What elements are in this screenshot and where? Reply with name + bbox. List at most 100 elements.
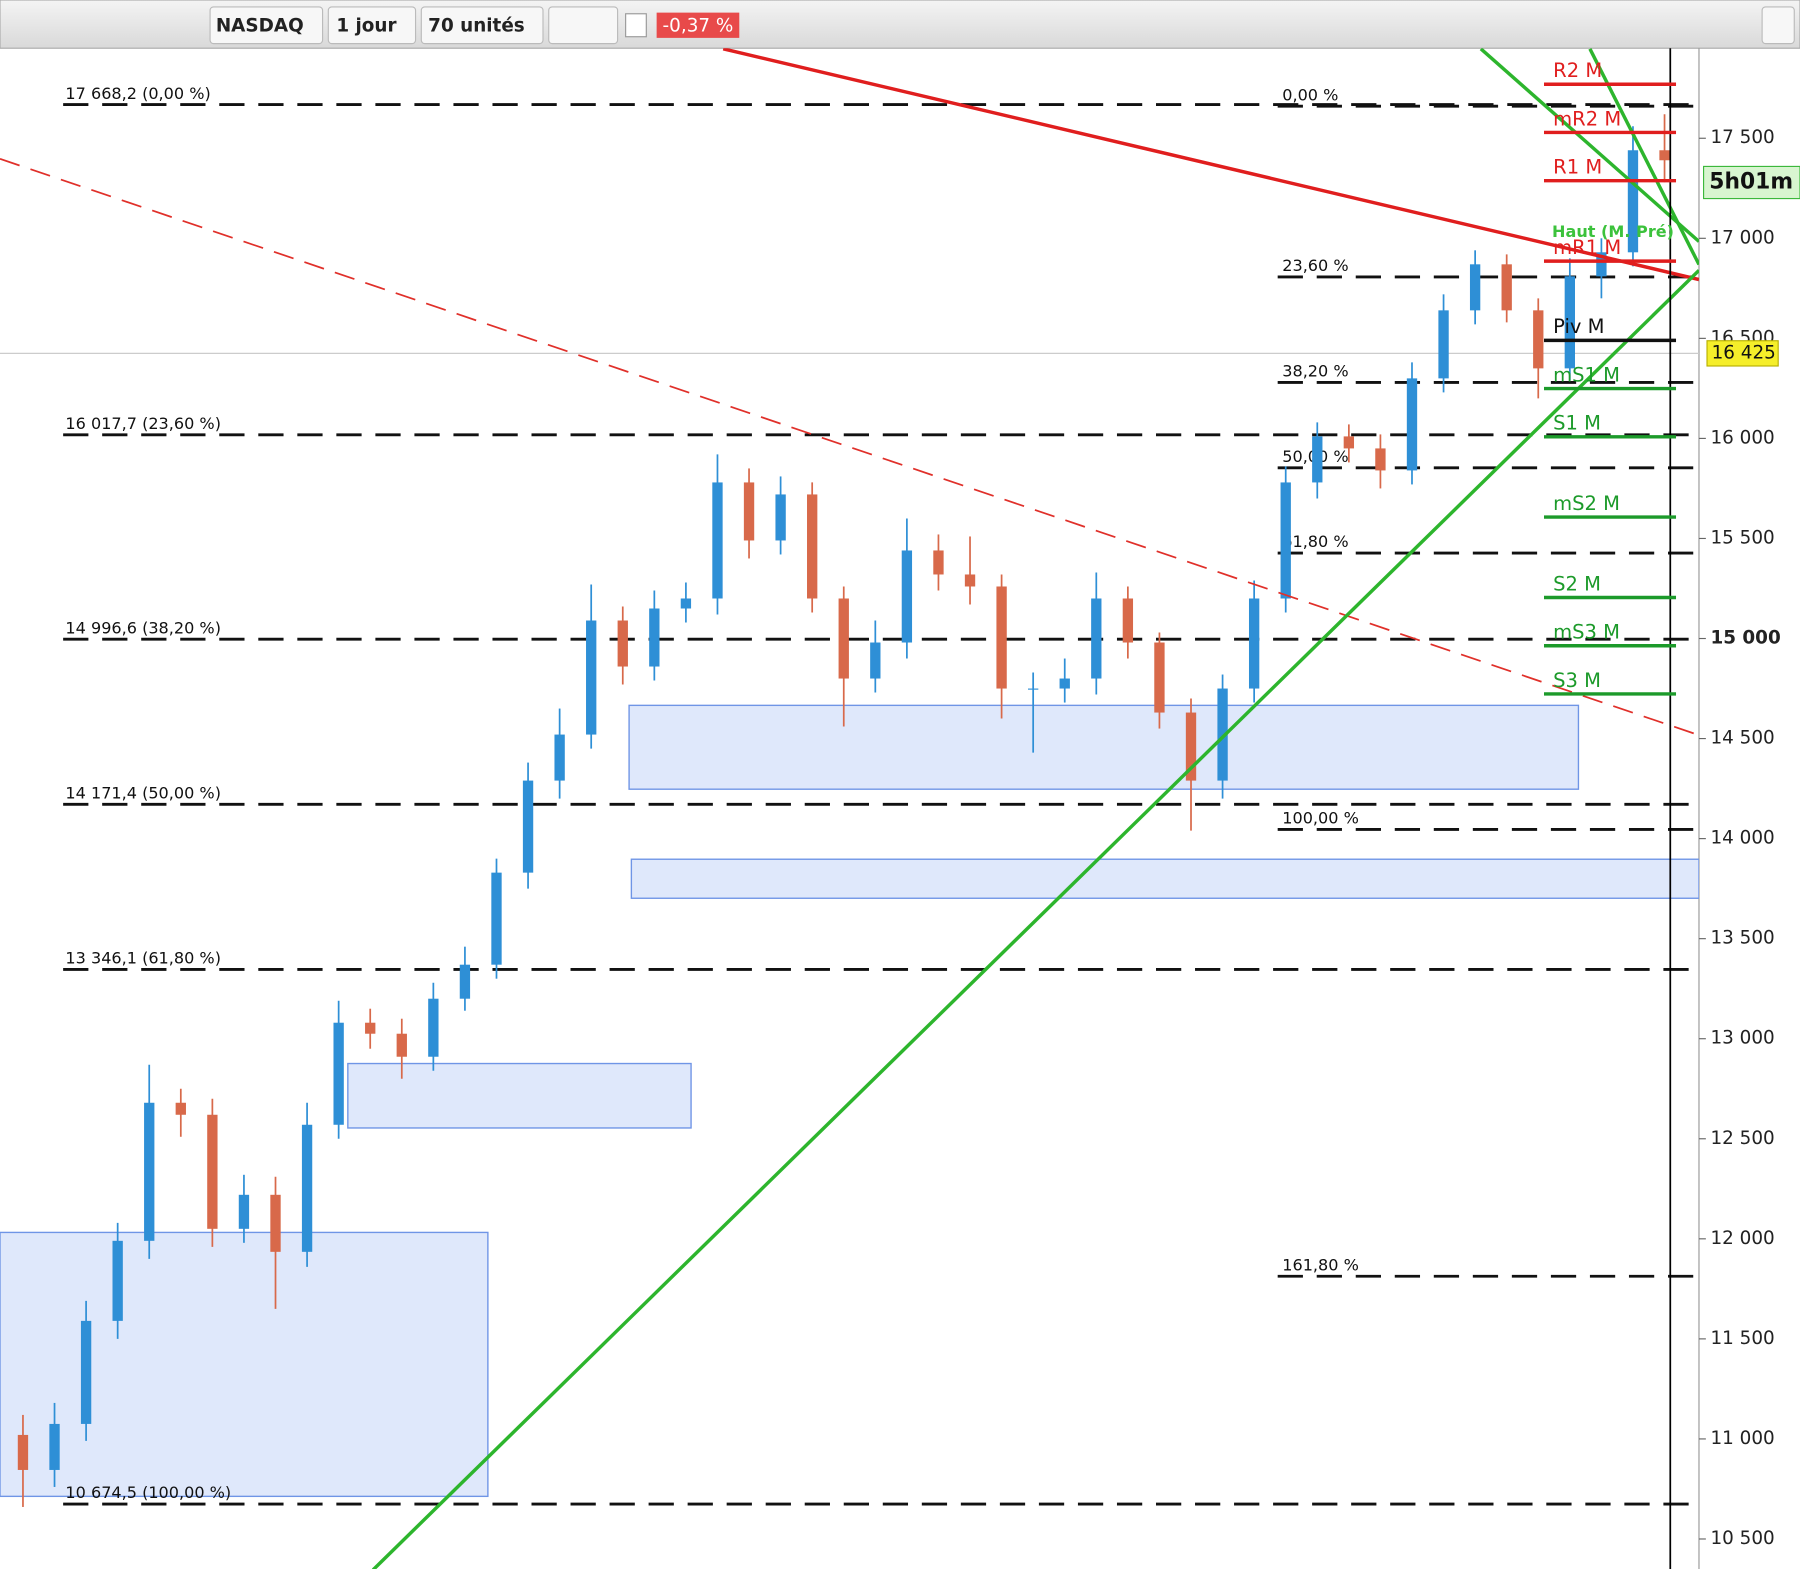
pivot-label: mS3 M bbox=[1553, 621, 1620, 644]
pivot-label: mR2 M bbox=[1553, 107, 1621, 130]
fib-label: 14 171,4 (50,00 %) bbox=[65, 783, 221, 802]
fib-label: 17 668,2 (0,00 %) bbox=[65, 84, 210, 103]
candle-body bbox=[1469, 264, 1481, 311]
candle-body bbox=[617, 620, 628, 667]
candle-body bbox=[964, 574, 976, 587]
pivot-label: S2 M bbox=[1553, 572, 1601, 595]
pivot-label: mR1 M bbox=[1553, 236, 1621, 259]
candle-body bbox=[491, 872, 502, 965]
zone bbox=[628, 704, 1580, 790]
y-tick-label: 14 500 bbox=[1710, 728, 1774, 749]
candle-body bbox=[743, 482, 755, 541]
candle-body bbox=[522, 780, 534, 873]
y-tick-label: 10 500 bbox=[1710, 1528, 1774, 1549]
fib-label: 0,00 % bbox=[1282, 85, 1338, 104]
candle-body bbox=[1406, 378, 1418, 471]
units-button[interactable] bbox=[420, 6, 544, 45]
candle-body bbox=[175, 1102, 186, 1115]
trendline bbox=[722, 48, 1699, 282]
fib-label: 38,20 % bbox=[1282, 362, 1348, 381]
candle-body bbox=[80, 1320, 92, 1424]
candle-body bbox=[586, 620, 597, 735]
pivot-label: mS2 M bbox=[1553, 492, 1620, 515]
last-price-box bbox=[1706, 340, 1779, 367]
candle-body bbox=[1185, 712, 1197, 781]
candle-body bbox=[365, 1022, 376, 1034]
refresh-button[interactable] bbox=[1761, 6, 1795, 45]
y-tick-label: 16 000 bbox=[1710, 427, 1774, 448]
candle-body bbox=[680, 598, 692, 609]
candle-body bbox=[1627, 150, 1639, 253]
candle-body bbox=[1596, 252, 1607, 277]
candle-body bbox=[112, 1240, 123, 1321]
candle-body bbox=[1217, 688, 1228, 781]
info-button[interactable] bbox=[625, 13, 647, 38]
y-tick-label: 17 500 bbox=[1710, 127, 1774, 148]
y-tick-label: 12 000 bbox=[1710, 1228, 1774, 1249]
candle-body bbox=[1438, 310, 1449, 379]
pivot-label: R1 M bbox=[1553, 156, 1602, 179]
pivot-label: R2 M bbox=[1553, 59, 1602, 82]
candle-body bbox=[933, 550, 944, 575]
candle-body bbox=[1659, 150, 1670, 161]
candle-body bbox=[1059, 678, 1070, 689]
candle-body bbox=[1154, 642, 1165, 713]
y-tick-label: 11 500 bbox=[1710, 1328, 1774, 1349]
indicator-button[interactable] bbox=[548, 6, 619, 45]
candle-body bbox=[1248, 598, 1260, 689]
candle-body bbox=[301, 1124, 313, 1252]
candle-body bbox=[838, 598, 849, 679]
candle-body bbox=[270, 1194, 281, 1252]
trendline bbox=[1479, 48, 1699, 243]
units: 70 unités bbox=[428, 15, 525, 36]
candle-body bbox=[49, 1423, 60, 1470]
y-tick-label: 13 000 bbox=[1710, 1028, 1774, 1049]
symbol: NASDAQ bbox=[216, 15, 304, 36]
candle-body bbox=[807, 494, 818, 599]
y-tick-label: 15 500 bbox=[1710, 527, 1774, 548]
candle-body bbox=[17, 1434, 29, 1470]
pivot-label: S1 M bbox=[1553, 412, 1601, 435]
countdown: 5h01m bbox=[1709, 169, 1793, 194]
period: 1 jour bbox=[336, 15, 396, 36]
candle-body bbox=[1343, 436, 1355, 449]
candle-body bbox=[1375, 448, 1386, 471]
candle-body bbox=[207, 1114, 218, 1229]
candle-body bbox=[901, 550, 913, 643]
fib-label: 13 346,1 (61,80 %) bbox=[65, 949, 221, 968]
symbol-button[interactable] bbox=[209, 6, 324, 45]
zone bbox=[630, 858, 1699, 899]
y-tick-label: 15 000 bbox=[1710, 628, 1780, 649]
pivot-label: Piv M bbox=[1553, 315, 1604, 338]
change: -0,37 % bbox=[663, 15, 734, 36]
annotation: Haut (M. Pré) bbox=[1552, 222, 1674, 241]
candle-body bbox=[775, 494, 786, 541]
candle-body bbox=[396, 1033, 407, 1057]
period-button[interactable] bbox=[327, 6, 417, 45]
candle-body bbox=[1312, 436, 1323, 483]
plot-area: 17 668,2 (0,00 %) 16 017,7 (23,60 %) 14 99… bbox=[0, 48, 1699, 1569]
y-tick-label: 11 000 bbox=[1710, 1428, 1774, 1449]
candle-body bbox=[554, 734, 565, 781]
fib-label: 100,00 % bbox=[1282, 809, 1359, 828]
candle-body bbox=[996, 586, 1007, 689]
candle-body bbox=[238, 1194, 250, 1229]
fib-label: 23,60 % bbox=[1282, 256, 1348, 275]
candle-body bbox=[1280, 482, 1291, 599]
y-tick-label: 13 500 bbox=[1710, 928, 1774, 949]
y-tick-label: 12 500 bbox=[1710, 1128, 1774, 1149]
candle-body bbox=[712, 482, 723, 599]
fib-label: 61,80 % bbox=[1282, 532, 1348, 551]
fib-label: 10 674,5 (100,00 %) bbox=[65, 1483, 231, 1502]
fib-label: 161,80 % bbox=[1282, 1255, 1359, 1274]
candle-body bbox=[1501, 264, 1512, 311]
candle-body bbox=[1122, 598, 1134, 643]
candle-body bbox=[144, 1102, 155, 1241]
trendline bbox=[371, 269, 1699, 1569]
fib-label: 14 996,6 (38,20 %) bbox=[65, 618, 221, 637]
candle-body bbox=[428, 998, 439, 1057]
fib-label: 16 017,7 (23,60 %) bbox=[65, 414, 221, 433]
pivot-label: mS1 M bbox=[1553, 363, 1620, 386]
candle-body bbox=[870, 642, 881, 679]
